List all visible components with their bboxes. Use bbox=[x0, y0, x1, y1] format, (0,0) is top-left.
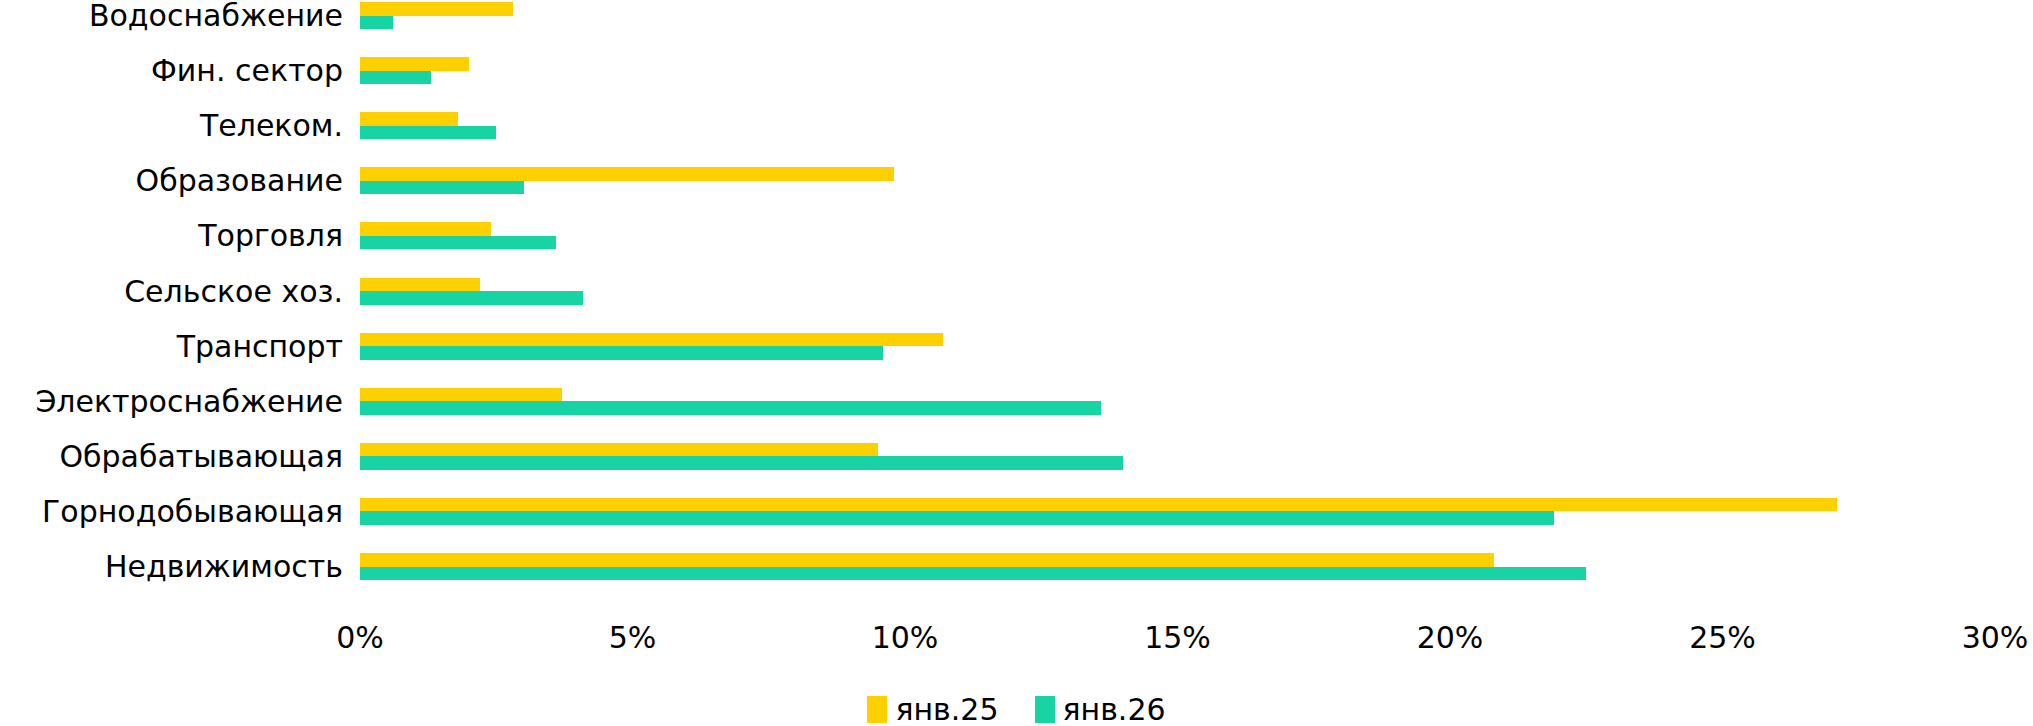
bar-jan25 bbox=[360, 167, 894, 181]
bar-jan26 bbox=[360, 291, 583, 305]
bar-group bbox=[360, 553, 1995, 580]
bar-jan25 bbox=[360, 2, 513, 16]
category-label: Электроснабжение bbox=[0, 388, 360, 415]
x-axis-tick: 0% bbox=[336, 620, 384, 655]
legend-item: янв.26 bbox=[1035, 692, 1166, 726]
bar-jan25 bbox=[360, 388, 562, 402]
chart-row: Сельское хоз. bbox=[0, 278, 1995, 305]
bar-jan25 bbox=[360, 112, 458, 126]
category-label: Транспорт bbox=[0, 333, 360, 360]
bar-jan25 bbox=[360, 278, 480, 292]
bar-jan25 bbox=[360, 498, 1837, 512]
bar-jan26 bbox=[360, 16, 393, 30]
bar-jan26 bbox=[360, 567, 1586, 581]
grouped-bar-chart: Водоснабжение Фин. сектор Телеком. Образ… bbox=[0, 0, 2033, 726]
chart-row: Торговля bbox=[0, 222, 1995, 249]
chart-row: Фин. сектор bbox=[0, 57, 1995, 84]
bar-group bbox=[360, 388, 1995, 415]
chart-row: Транспорт bbox=[0, 333, 1995, 360]
bar-jan26 bbox=[360, 71, 431, 85]
category-label: Водоснабжение bbox=[0, 2, 360, 29]
bar-group bbox=[360, 167, 1995, 194]
x-axis-tick: 15% bbox=[1144, 620, 1211, 655]
category-label: Фин. сектор bbox=[0, 57, 360, 84]
bar-group bbox=[360, 498, 1995, 525]
category-label: Телеком. bbox=[0, 112, 360, 139]
chart-row: Образование bbox=[0, 167, 1995, 194]
bar-group bbox=[360, 222, 1995, 249]
bar-jan26 bbox=[360, 346, 883, 360]
bar-group bbox=[360, 57, 1995, 84]
chart-row: Горнодобывающая bbox=[0, 498, 1995, 525]
bar-jan26 bbox=[360, 126, 496, 140]
legend-label: янв.25 bbox=[895, 692, 998, 726]
x-axis-tick: 20% bbox=[1417, 620, 1484, 655]
category-label: Торговля bbox=[0, 222, 360, 249]
bar-jan25 bbox=[360, 553, 1494, 567]
bar-jan25 bbox=[360, 222, 491, 236]
chart-row: Обрабатывающая bbox=[0, 443, 1995, 470]
legend-swatch-icon bbox=[867, 696, 887, 723]
x-axis-tick: 5% bbox=[609, 620, 657, 655]
bar-jan26 bbox=[360, 401, 1101, 415]
category-label: Образование bbox=[0, 167, 360, 194]
x-axis-tick: 25% bbox=[1689, 620, 1756, 655]
legend: янв.25 янв.26 bbox=[0, 692, 2033, 726]
bar-group bbox=[360, 333, 1995, 360]
bar-group bbox=[360, 278, 1995, 305]
x-axis-tick: 30% bbox=[1962, 620, 2029, 655]
chart-row: Недвижимость bbox=[0, 553, 1995, 580]
bar-jan26 bbox=[360, 181, 524, 195]
legend-swatch-icon bbox=[1035, 696, 1055, 723]
bar-jan25 bbox=[360, 333, 943, 347]
bar-jan26 bbox=[360, 236, 556, 250]
chart-row: Телеком. bbox=[0, 112, 1995, 139]
category-label: Сельское хоз. bbox=[0, 278, 360, 305]
bar-jan26 bbox=[360, 511, 1554, 525]
bar-jan25 bbox=[360, 57, 469, 71]
legend-item: янв.25 bbox=[867, 692, 998, 726]
bar-group bbox=[360, 443, 1995, 470]
bar-group bbox=[360, 112, 1995, 139]
category-label: Недвижимость bbox=[0, 553, 360, 580]
category-label: Обрабатывающая bbox=[0, 443, 360, 470]
chart-row: Водоснабжение bbox=[0, 2, 1995, 29]
chart-row: Электроснабжение bbox=[0, 388, 1995, 415]
bar-jan26 bbox=[360, 456, 1123, 470]
x-axis: 0% 5% 10% 15% 20% 25% 30% bbox=[0, 620, 2033, 662]
legend-label: янв.26 bbox=[1063, 692, 1166, 726]
bar-group bbox=[360, 2, 1995, 29]
bar-jan25 bbox=[360, 443, 878, 457]
category-label: Горнодобывающая bbox=[0, 498, 360, 525]
x-axis-tick: 10% bbox=[872, 620, 939, 655]
